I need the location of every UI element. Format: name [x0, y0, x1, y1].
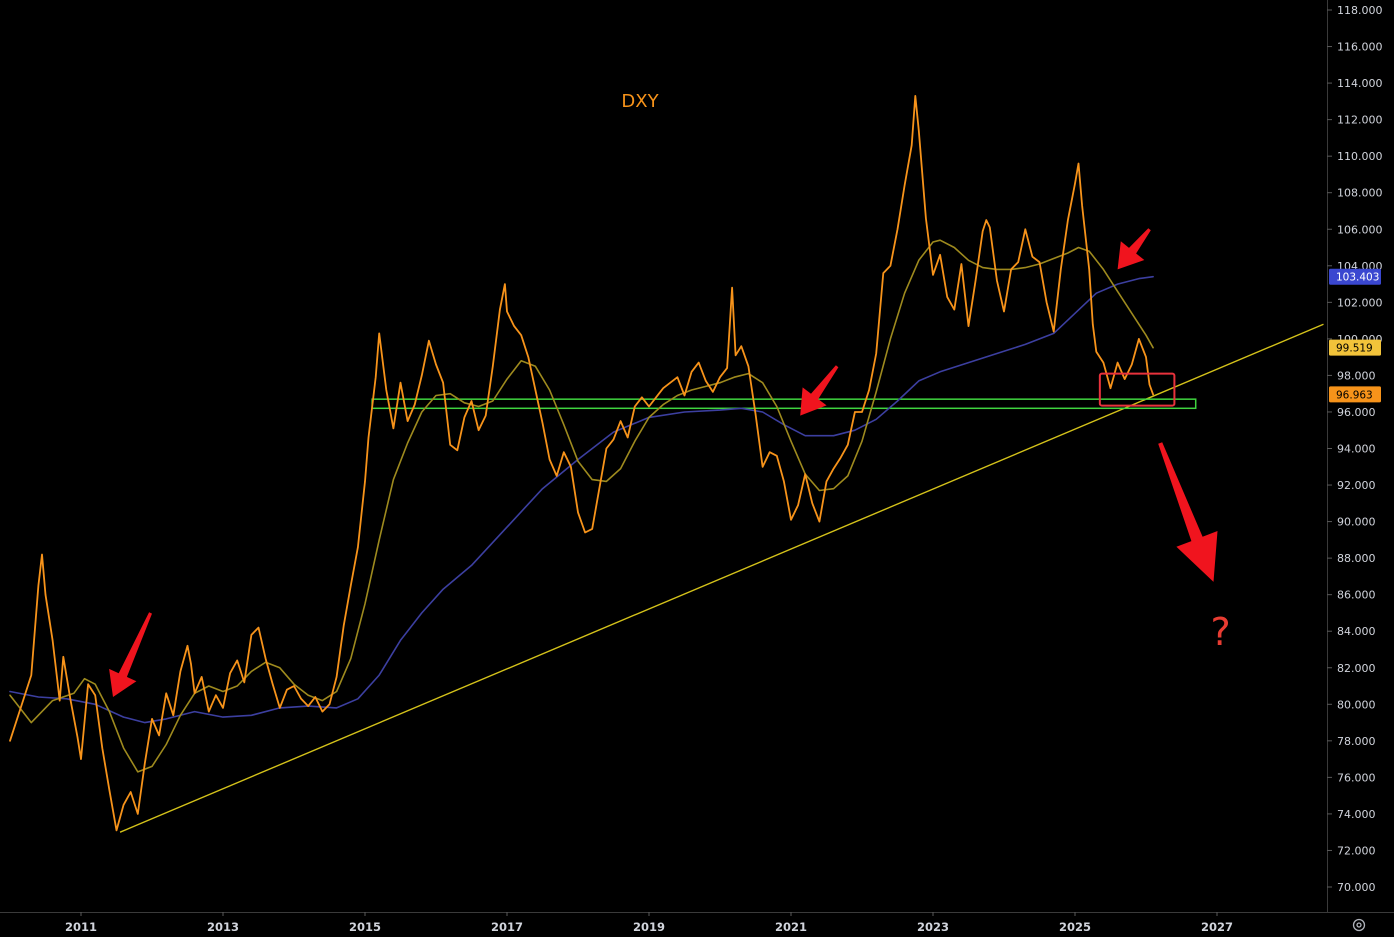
plot-area[interactable]: ?	[9, 95, 1324, 833]
x-tick-label: 2013	[207, 920, 239, 934]
x-tick-label: 2027	[1201, 920, 1233, 934]
x-tick-label: 2025	[1059, 920, 1091, 934]
y-tick-label: 118.000	[1337, 4, 1383, 17]
fast-moving-average-line[interactable]	[9, 239, 1154, 773]
y-tick-label: 102.000	[1337, 296, 1383, 309]
annotation-arrow[interactable]	[1158, 442, 1218, 582]
y-tick-label: 76.000	[1337, 771, 1376, 784]
annotation-arrow[interactable]	[800, 365, 839, 416]
price-badge-label: 103.403	[1336, 272, 1379, 284]
x-tick-label: 2021	[775, 920, 807, 934]
y-tick-label: 78.000	[1337, 735, 1376, 748]
price-badge-label: 96.963	[1336, 389, 1373, 401]
plot-layer: ?	[9, 95, 1324, 833]
price-badge	[1329, 268, 1381, 285]
x-tick-label: 2023	[917, 920, 949, 934]
y-tick-label: 74.000	[1337, 808, 1376, 821]
highlight-box[interactable]	[1098, 372, 1176, 407]
y-tick-label: 106.000	[1337, 223, 1383, 236]
price-badges: 103.403 99.519 96.963	[1329, 268, 1381, 403]
time-axis[interactable]: 2011 2013 2015 2017 2019 2021 2023 2025 2027	[65, 912, 1233, 934]
price-badge-label: 99.519	[1336, 343, 1373, 355]
x-tick-label: 2019	[633, 920, 665, 934]
y-tick-label: 116.000	[1337, 41, 1383, 54]
price-axis[interactable]: 70.000 72.000 74.000 76.000 78.000 80.000 82.0…	[1327, 4, 1383, 894]
y-tick-label: 110.000	[1337, 150, 1383, 163]
y-tick-label: 72.000	[1337, 844, 1376, 857]
y-tick-label: 82.000	[1337, 662, 1376, 675]
y-tick-label: 96.000	[1337, 406, 1376, 419]
question-mark-annotation: ?	[1210, 610, 1230, 654]
price-badge	[1329, 339, 1381, 356]
slow-moving-average-line[interactable]	[9, 95, 1154, 832]
y-tick-label: 98.000	[1337, 369, 1376, 382]
gear-icon[interactable]	[1352, 918, 1366, 932]
price-badge	[1329, 386, 1381, 403]
dxy-price-line[interactable]	[9, 275, 1154, 724]
y-tick-label: 88.000	[1337, 552, 1376, 565]
y-tick-label: 84.000	[1337, 625, 1376, 638]
y-tick-label: 108.000	[1337, 187, 1383, 200]
x-tick-label: 2017	[491, 920, 523, 934]
y-tick-label: 80.000	[1337, 698, 1376, 711]
y-tick-label: 94.000	[1337, 443, 1376, 456]
annotation-arrow[interactable]	[109, 612, 152, 697]
y-tick-label: 70.000	[1337, 881, 1376, 894]
y-tick-label: 112.000	[1337, 114, 1383, 127]
x-tick-label: 2011	[65, 920, 97, 934]
x-tick-label: 2015	[349, 920, 381, 934]
y-tick-label: 114.000	[1337, 77, 1383, 90]
chart-title: DXY	[621, 91, 659, 112]
y-tick-label: 92.000	[1337, 479, 1376, 492]
y-tick-label: 90.000	[1337, 516, 1376, 529]
y-tick-label: 86.000	[1337, 589, 1376, 602]
annotation-arrow[interactable]	[1117, 228, 1151, 270]
